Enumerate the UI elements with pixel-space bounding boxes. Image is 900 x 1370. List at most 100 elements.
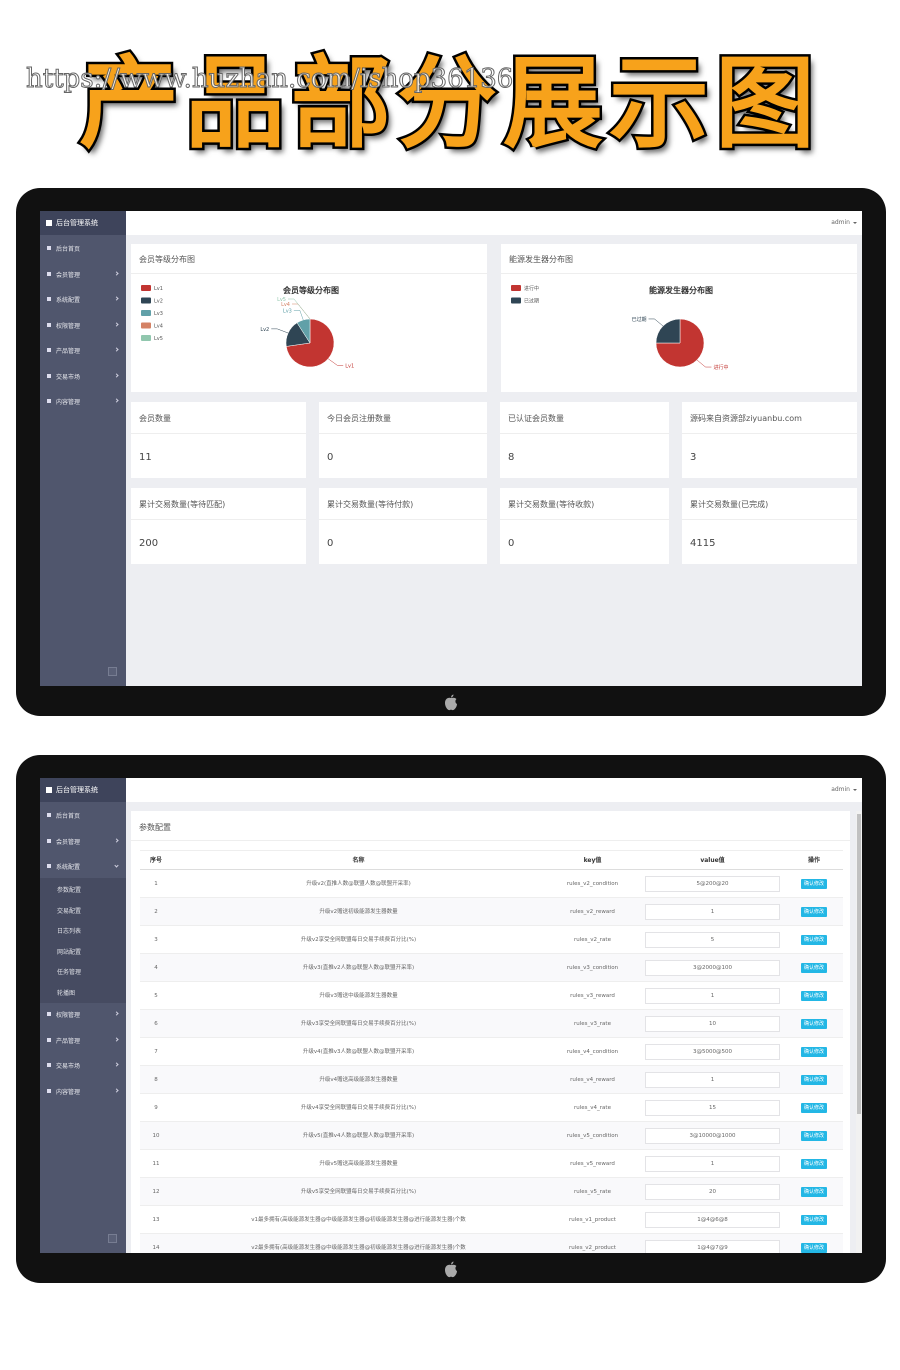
value-input[interactable]: 1: [645, 988, 780, 1004]
menu-label: 会员管理: [56, 838, 81, 846]
value-input[interactable]: 1: [645, 1072, 780, 1088]
value-input[interactable]: 1: [645, 904, 780, 920]
value-input[interactable]: 1@4@6@8: [645, 1212, 780, 1228]
brand-name: 后台管理系统: [56, 786, 98, 794]
value-input[interactable]: 1@4@7@9: [645, 1240, 780, 1253]
confirm-button[interactable]: 确认修改: [801, 1131, 827, 1141]
menu-item[interactable]: 权限管理: [40, 317, 126, 333]
menu-item[interactable]: 产品管理: [40, 342, 126, 358]
table-cell: 10: [152, 1133, 160, 1139]
menu-icon: [47, 246, 51, 250]
pie-label: 已过期: [632, 316, 647, 323]
value-input[interactable]: 5: [645, 932, 780, 948]
table-cell: rules_v2_condition: [566, 881, 619, 887]
table-cell: 13: [152, 1217, 160, 1223]
menu-item[interactable]: 会员管理: [40, 833, 126, 849]
confirm-button[interactable]: 确认修改: [801, 1187, 827, 1197]
menu-icon: [47, 1063, 51, 1067]
stat-card: 累计交易数量(已完成) 4115: [682, 488, 857, 564]
table-cell: rules_v4_reward: [570, 1077, 615, 1083]
submenu-item[interactable]: 日志列表: [57, 928, 82, 935]
submenu-item[interactable]: 交易配置: [57, 907, 82, 915]
submenu-item[interactable]: 参数配置: [57, 887, 82, 894]
brand-icon: [46, 787, 52, 793]
confirm-button[interactable]: 确认修改: [801, 1103, 827, 1113]
confirm-button[interactable]: 确认修改: [801, 1215, 827, 1225]
stat-divider: [682, 519, 857, 520]
panel-title: 会员等级分布图: [139, 255, 195, 264]
table-cell: 升级v2赠送初级能源发生器数量: [319, 909, 398, 915]
menu-item[interactable]: 交易市场: [40, 368, 126, 384]
stat-value: 8: [508, 452, 515, 463]
menu-item[interactable]: 内容管理: [40, 393, 126, 409]
stat-card: 累计交易数量(等待匹配) 200: [131, 488, 306, 564]
confirm-button[interactable]: 确认修改: [801, 879, 827, 889]
label-line: [327, 358, 344, 366]
table-cell: 2: [154, 909, 158, 915]
menu-label: 交易市场: [56, 1063, 81, 1070]
confirm-button[interactable]: 确认修改: [801, 1019, 827, 1029]
user-menu[interactable]: admin: [831, 219, 850, 226]
legend-label: Lv1: [154, 286, 163, 292]
scrollbar-thumb[interactable]: [857, 814, 861, 1114]
brand-icon: [46, 220, 52, 226]
menu-item[interactable]: 交易市场: [40, 1057, 126, 1073]
table-cell: rules_v2_product: [569, 1245, 616, 1251]
pie-label: 进行中: [713, 364, 728, 371]
confirm-button[interactable]: 确认修改: [801, 963, 827, 973]
table-cell: 升级v2(直推人数@联盟人数@联盟开采率): [306, 881, 411, 887]
confirm-button[interactable]: 确认修改: [801, 1075, 827, 1085]
label-line: [293, 310, 304, 321]
legend-swatch: [141, 297, 151, 304]
table-cell: 升级v3享受全网联盟每日交易手续费百分比(%): [300, 1021, 417, 1027]
value-input[interactable]: 20: [645, 1184, 780, 1200]
confirm-button[interactable]: 确认修改: [801, 935, 827, 945]
confirm-button[interactable]: 确认修改: [801, 991, 827, 1001]
value-input[interactable]: 5@200@20: [645, 876, 780, 892]
apple-logo: [445, 1261, 457, 1278]
stat-divider: [319, 433, 487, 434]
confirm-button[interactable]: 确认修改: [801, 1159, 827, 1169]
value-input[interactable]: 10: [645, 1016, 780, 1032]
submenu-item[interactable]: 轮播图: [57, 989, 76, 997]
confirm-button[interactable]: 确认修改: [801, 907, 827, 917]
confirm-button[interactable]: 确认修改: [801, 1047, 827, 1057]
value-input[interactable]: 3@10000@1000: [645, 1128, 780, 1144]
brand-bar: 后台管理系统: [40, 211, 126, 235]
value-input[interactable]: 3@2000@100: [645, 960, 780, 976]
menu-item[interactable]: 内容管理: [40, 1083, 126, 1099]
menu-item[interactable]: 系统配置: [40, 858, 126, 874]
value-input[interactable]: 3@5000@500: [645, 1044, 780, 1060]
table-cell: 升级v3赠送中级能源发生器数量: [319, 993, 398, 999]
menu-item[interactable]: 系统配置: [40, 291, 126, 307]
menu-item[interactable]: 权限管理: [40, 1006, 126, 1022]
menu-arrow: [114, 372, 119, 378]
menu-item[interactable]: 后台首页: [40, 240, 126, 256]
menu-arrow: [114, 1087, 119, 1093]
value-input[interactable]: 1: [645, 1156, 780, 1172]
pie-label: Lv2: [260, 327, 269, 333]
legend-swatch: [141, 322, 151, 329]
pie-slice: [655, 318, 681, 344]
confirm-button[interactable]: 确认修改: [801, 1243, 827, 1253]
menu-label: 交易市场: [56, 373, 81, 381]
menu-item[interactable]: 后台首页: [40, 807, 126, 823]
label-line: [288, 298, 311, 320]
submenu-item[interactable]: 网站配置: [57, 948, 82, 956]
menu-item[interactable]: 会员管理: [40, 266, 126, 282]
stat-divider: [500, 519, 669, 520]
column-header: 名称: [172, 850, 545, 870]
table-cell: rules_v2_reward: [570, 909, 615, 915]
user-menu[interactable]: admin: [831, 786, 850, 793]
menu-item[interactable]: 产品管理: [40, 1032, 126, 1048]
table-cell: v2最多拥有(高级能源发生器@中级能源发生器@初级能源发生器@进行能源发生器)个…: [251, 1245, 466, 1251]
submenu-item[interactable]: 任务管理: [57, 969, 82, 976]
collapse-button[interactable]: [108, 667, 117, 676]
menu-label: 后台首页: [56, 246, 81, 253]
stat-label: 累计交易数量(等待付款): [327, 500, 414, 509]
caret: [853, 222, 857, 226]
table-cell: v1最多拥有(高级能源发生器@中级能源发生器@初级能源发生器@进行能源发生器)个…: [251, 1217, 466, 1223]
value-input[interactable]: 15: [645, 1100, 780, 1116]
collapse-button[interactable]: [108, 1234, 117, 1243]
